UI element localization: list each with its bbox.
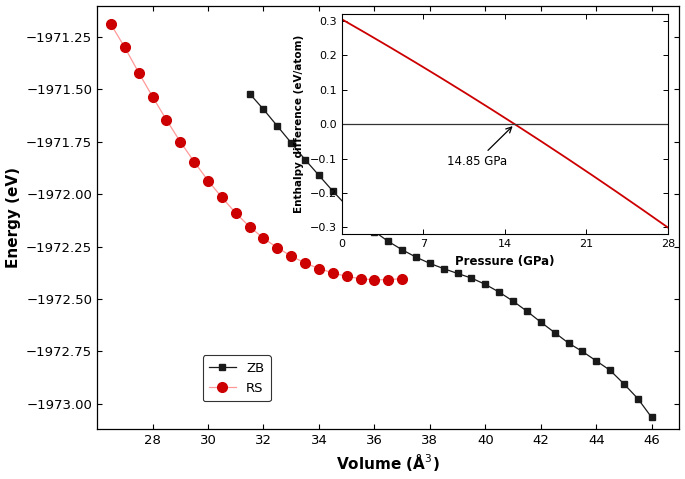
ZB: [260, 106, 268, 112]
ZB: [342, 203, 351, 209]
ZB: [509, 298, 517, 304]
RS: [329, 270, 337, 276]
RS: [149, 94, 157, 100]
ZB: [620, 381, 628, 387]
Line: ZB: ZB: [247, 91, 655, 421]
ZB: [287, 140, 295, 146]
ZB: [301, 157, 309, 162]
ZB: [245, 91, 253, 96]
X-axis label: Volume (Å$^3$): Volume (Å$^3$): [336, 453, 440, 473]
RS: [245, 224, 253, 229]
ZB: [453, 271, 462, 276]
RS: [260, 235, 268, 241]
RS: [273, 245, 282, 251]
RS: [232, 210, 240, 216]
RS: [121, 45, 129, 50]
RS: [342, 274, 351, 279]
Line: RS: RS: [106, 20, 407, 285]
ZB: [384, 239, 393, 244]
RS: [190, 159, 198, 165]
RS: [204, 178, 212, 183]
RS: [176, 139, 184, 145]
ZB: [495, 289, 503, 295]
ZB: [426, 261, 434, 266]
ZB: [482, 282, 490, 287]
ZB: [398, 247, 406, 252]
RS: [398, 275, 406, 281]
ZB: [536, 319, 545, 325]
RS: [384, 277, 393, 283]
RS: [301, 260, 309, 266]
ZB: [467, 275, 475, 281]
ZB: [412, 254, 420, 260]
ZB: [592, 358, 600, 364]
ZB: [329, 188, 337, 194]
ZB: [606, 367, 614, 373]
RS: [371, 277, 379, 283]
ZB: [356, 217, 364, 222]
RS: [134, 70, 142, 76]
ZB: [523, 308, 531, 314]
RS: [287, 253, 295, 259]
ZB: [578, 349, 586, 354]
RS: [356, 276, 364, 282]
ZB: [564, 340, 573, 346]
Legend: ZB, RS: ZB, RS: [203, 355, 271, 401]
ZB: [440, 266, 448, 272]
ZB: [315, 172, 323, 178]
RS: [315, 266, 323, 272]
Y-axis label: Energy (eV): Energy (eV): [5, 167, 21, 268]
RS: [218, 194, 226, 200]
RS: [162, 117, 171, 123]
ZB: [551, 330, 559, 335]
RS: [107, 22, 115, 27]
ZB: [371, 228, 379, 234]
ZB: [634, 396, 642, 401]
ZB: [647, 415, 656, 421]
ZB: [273, 123, 282, 129]
